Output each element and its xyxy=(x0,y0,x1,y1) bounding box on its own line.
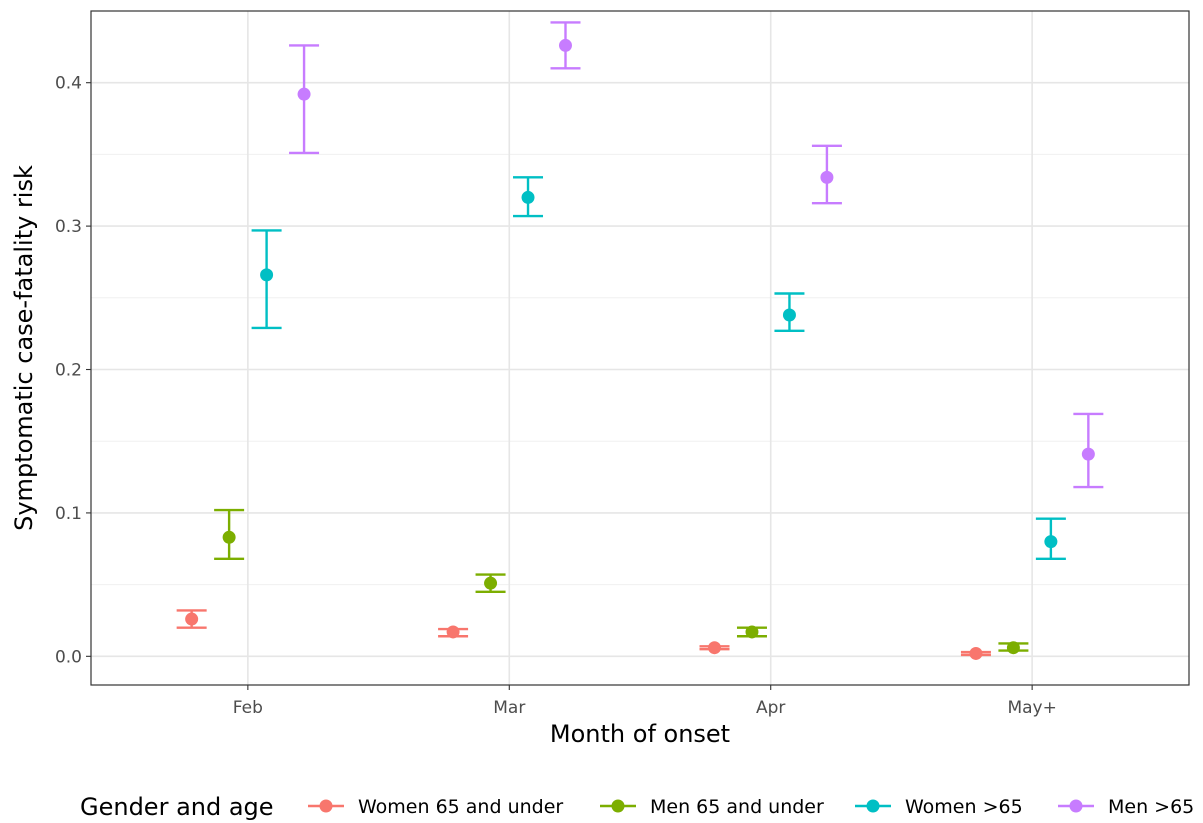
panel-background xyxy=(91,11,1189,685)
y-tick-label: 0.2 xyxy=(55,361,82,381)
data-point xyxy=(1081,447,1095,461)
legend-key-point xyxy=(611,799,625,813)
data-point xyxy=(446,625,460,639)
legend-item-2: Women >65 xyxy=(855,796,1023,818)
panel-border xyxy=(90,10,1190,686)
legend-label: Men 65 and under xyxy=(650,796,824,818)
x-axis-title: Month of onset xyxy=(550,720,730,748)
x-tick-label: Mar xyxy=(493,698,525,718)
data-point xyxy=(820,170,834,184)
y-tick-label: 0.4 xyxy=(55,74,82,94)
data-point xyxy=(558,38,572,52)
legend-title: Gender and age xyxy=(80,793,274,821)
data-point xyxy=(260,268,274,282)
legend-key-point xyxy=(319,799,333,813)
data-marks xyxy=(176,21,1104,660)
x-tick-label: May+ xyxy=(1007,698,1056,718)
legend-item-0: Women 65 and under xyxy=(308,796,563,818)
plot-panel xyxy=(90,10,1190,686)
x-tick-label: Feb xyxy=(233,698,263,718)
legend-key-point xyxy=(1069,799,1083,813)
y-tick-label: 0.3 xyxy=(55,217,82,237)
major-gridlines xyxy=(91,11,1189,685)
y-tick-label: 0.1 xyxy=(55,504,82,524)
legend-label: Women >65 xyxy=(905,796,1023,818)
series-3 xyxy=(289,21,1104,489)
data-point xyxy=(1044,535,1058,549)
y-axis-title: Symptomatic case-fatality risk xyxy=(10,165,38,531)
series-2 xyxy=(251,176,1066,561)
data-point xyxy=(1006,641,1020,655)
x-axis: Feb Mar Apr May+ xyxy=(233,685,1057,718)
legend-item-3: Men >65 xyxy=(1058,796,1194,818)
data-point xyxy=(782,308,796,322)
legend-key-point xyxy=(866,799,880,813)
y-tick-label: 0.0 xyxy=(55,647,82,667)
x-tick-label: Apr xyxy=(756,698,785,718)
data-point xyxy=(297,87,311,101)
y-axis: 0.0 0.1 0.2 0.3 0.4 xyxy=(55,74,91,667)
series-1 xyxy=(214,508,1029,655)
legend-label: Men >65 xyxy=(1108,796,1194,818)
minor-gridlines xyxy=(91,153,1189,586)
data-point xyxy=(969,646,983,660)
data-point xyxy=(484,576,498,590)
data-point xyxy=(745,625,759,639)
data-point xyxy=(708,641,722,655)
series-0 xyxy=(176,609,991,660)
data-point xyxy=(185,612,199,626)
legend-label: Women 65 and under xyxy=(358,796,563,818)
data-point xyxy=(222,530,236,544)
legend-item-1: Men 65 and under xyxy=(600,796,824,818)
data-point xyxy=(521,190,535,204)
legend: Gender and age Women 65 and under Men 65 … xyxy=(80,793,1194,821)
